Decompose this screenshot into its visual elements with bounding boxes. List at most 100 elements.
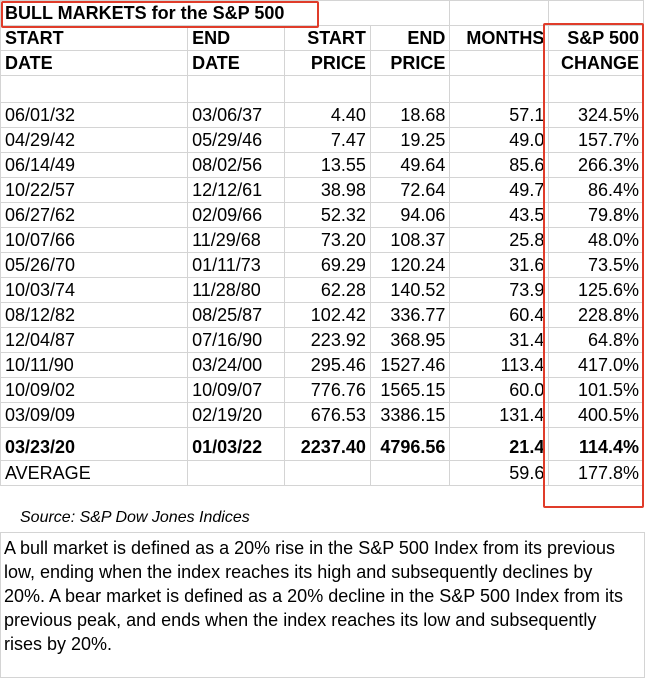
cell-months: 57.1 — [449, 102, 550, 128]
cell-start-price: 13.55 — [283, 152, 371, 178]
header-change-2: CHANGE — [548, 50, 644, 76]
title-highlight-box — [1, 1, 319, 28]
note-cell — [0, 532, 645, 678]
header-end-date-2: DATE — [187, 50, 285, 76]
cell-start-price: 69.29 — [283, 252, 371, 278]
cell-end-date: 11/28/80 — [187, 277, 285, 303]
current-start-price: 2237.40 — [283, 427, 371, 461]
definition-note: A bull market is defined as a 20% rise i… — [4, 538, 624, 654]
header-start-date-2: DATE — [0, 50, 189, 76]
cell-start-date: 10/03/74 — [0, 277, 189, 303]
average-change: 177.8% — [548, 460, 644, 486]
table-row: 06/01/32 03/06/37 4.40 18.68 57.1 324.5% — [0, 102, 644, 128]
cell-end-date: 03/24/00 — [187, 352, 285, 378]
cell-change: 101.5% — [548, 377, 644, 403]
cell-months: 131.4 — [449, 402, 550, 428]
cell-start-price: 52.32 — [283, 202, 371, 228]
cell-change: 79.8% — [548, 202, 644, 228]
cell-months: 73.9 — [449, 277, 550, 303]
cell-start-date: 08/12/82 — [0, 302, 189, 328]
cell-change: 73.5% — [548, 252, 644, 278]
table-row: 10/22/57 12/12/61 38.98 72.64 49.7 86.4% — [0, 177, 644, 203]
header-start-date: START — [0, 25, 189, 51]
cell-change: 48.0% — [548, 227, 644, 253]
cell-start-date: 10/22/57 — [0, 177, 189, 203]
cell-start-date: 06/01/32 — [0, 102, 189, 128]
cell-end-price: 336.77 — [369, 302, 451, 328]
average-row: AVERAGE 59.6 177.8% — [0, 460, 644, 486]
table-row: 12/04/87 07/16/90 223.92 368.95 31.4 64.8% — [0, 327, 644, 353]
cell-end-price: 368.95 — [369, 327, 451, 353]
empty-cell — [187, 460, 285, 486]
current-months: 21.4 — [449, 427, 550, 461]
cell-end-price: 3386.15 — [369, 402, 451, 428]
cell-end-price: 49.64 — [369, 152, 451, 178]
cell-start-date: 10/09/02 — [0, 377, 189, 403]
cell-end-date: 02/09/66 — [187, 202, 285, 228]
cell-end-date: 03/06/37 — [187, 102, 285, 128]
table-row: 05/26/70 01/11/73 69.29 120.24 31.6 73.5% — [0, 252, 644, 278]
current-end-date: 01/03/22 — [187, 427, 285, 461]
current-start-date: 03/23/20 — [0, 427, 189, 461]
cell-start-date: 06/14/49 — [0, 152, 189, 178]
current-end-price: 4796.56 — [369, 427, 451, 461]
cell-end-price: 72.64 — [369, 177, 451, 203]
cell-end-date: 01/11/73 — [187, 252, 285, 278]
cell-start-price: 7.47 — [283, 127, 371, 153]
change-column-highlight-box — [543, 23, 644, 508]
cell-end-date: 08/25/87 — [187, 302, 285, 328]
cell-months: 113.4 — [449, 352, 550, 378]
cell-end-price: 94.06 — [369, 202, 451, 228]
cell-end-date: 10/09/07 — [187, 377, 285, 403]
cell-months: 25.8 — [449, 227, 550, 253]
current-change: 114.4% — [548, 427, 644, 461]
header-months-2 — [449, 50, 550, 76]
cell-months: 49.0 — [449, 127, 550, 153]
cell-months: 31.4 — [449, 327, 550, 353]
cell-start-date: 04/29/42 — [0, 127, 189, 153]
cell-end-date: 02/19/20 — [187, 402, 285, 428]
cell-change: 228.8% — [548, 302, 644, 328]
cell-start-price: 676.53 — [283, 402, 371, 428]
current-bull-row: 03/23/20 01/03/22 2237.40 4796.56 21.4 114.4% — [0, 427, 644, 461]
cell-months: 60.4 — [449, 302, 550, 328]
average-months: 59.6 — [449, 460, 550, 486]
cell-end-price: 1565.15 — [369, 377, 451, 403]
cell-end-price: 19.25 — [369, 127, 451, 153]
header-start-price: START — [283, 25, 371, 51]
cell-start-date: 12/04/87 — [0, 327, 189, 353]
cell-end-price: 140.52 — [369, 277, 451, 303]
cell-months: 85.6 — [449, 152, 550, 178]
source-note: Source: S&P Dow Jones Indices — [20, 509, 250, 526]
empty-cell — [369, 460, 451, 486]
cell-start-price: 102.42 — [283, 302, 371, 328]
cell-start-price: 295.46 — [283, 352, 371, 378]
cell-end-date: 07/16/90 — [187, 327, 285, 353]
cell-change: 417.0% — [548, 352, 644, 378]
cell-months: 43.5 — [449, 202, 550, 228]
cell-end-date: 05/29/46 — [187, 127, 285, 153]
table-row: 03/09/09 02/19/20 676.53 3386.15 131.4 400.5% — [0, 402, 644, 428]
cell-months: 31.6 — [449, 252, 550, 278]
header-end-price-2: PRICE — [369, 50, 451, 76]
cell-start-price: 4.40 — [283, 102, 371, 128]
header-end-date: END — [187, 25, 285, 51]
cell-end-date: 12/12/61 — [187, 177, 285, 203]
cell-months: 49.7 — [449, 177, 550, 203]
header-end-price: END — [369, 25, 451, 51]
table-row: 06/14/49 08/02/56 13.55 49.64 85.6 266.3% — [0, 152, 644, 178]
header-months: MONTHS — [449, 25, 550, 51]
average-label: AVERAGE — [0, 460, 189, 486]
table-row: 08/12/82 08/25/87 102.42 336.77 60.4 228.8% — [0, 302, 644, 328]
cell-months: 60.0 — [449, 377, 550, 403]
header-start-price-2: PRICE — [283, 50, 371, 76]
empty-cell — [283, 460, 371, 486]
header-row-1: START END START END MONTHS S&P 500 — [0, 25, 644, 51]
cell-start-date: 03/09/09 — [0, 402, 189, 428]
cell-start-price: 73.20 — [283, 227, 371, 253]
cell-start-date: 10/11/90 — [0, 352, 189, 378]
cell-end-price: 120.24 — [369, 252, 451, 278]
cell-start-price: 38.98 — [283, 177, 371, 203]
bull-markets-table: BULL MARKETS for the S&P 500 START END S… — [0, 0, 644, 486]
